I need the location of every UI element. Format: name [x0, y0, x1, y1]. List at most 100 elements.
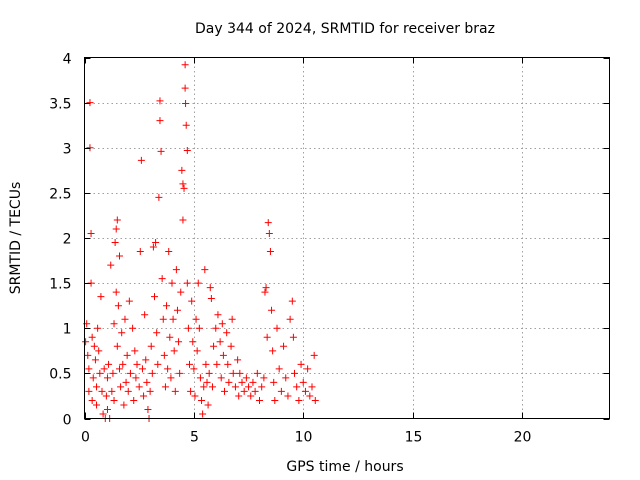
- data-point: [304, 365, 312, 373]
- y-tick-label: 0.5: [49, 367, 71, 383]
- data-point: [135, 383, 143, 391]
- data-point: [181, 61, 189, 69]
- data-point: [308, 383, 316, 391]
- data-point: [311, 396, 319, 404]
- data-point: [206, 284, 214, 292]
- data-point: [113, 342, 121, 350]
- y-tick-label: 1.5: [49, 277, 71, 293]
- data-point: [184, 324, 192, 332]
- y-axis-label: SRMTID / TECUs: [8, 182, 24, 295]
- data-point: [113, 216, 121, 224]
- data-point: [183, 279, 191, 287]
- data-point: [282, 374, 290, 382]
- data-point: [141, 311, 149, 319]
- data-point: [142, 356, 150, 364]
- data-point: [200, 383, 208, 391]
- data-point: [98, 387, 106, 395]
- data-point: [213, 360, 221, 368]
- data-point: [137, 156, 145, 164]
- data-point: [242, 374, 250, 382]
- data-point: [112, 225, 120, 233]
- data-point: [270, 378, 278, 386]
- data-point: [214, 311, 222, 319]
- data-point: [203, 378, 211, 386]
- data-point: [306, 392, 314, 400]
- data-point: [199, 410, 207, 418]
- data-point: [247, 392, 255, 400]
- data-point: [93, 401, 101, 409]
- data-point: [194, 279, 202, 287]
- data-point: [89, 374, 97, 382]
- data-point: [218, 320, 226, 328]
- data-point: [109, 369, 117, 377]
- data-point: [116, 365, 123, 373]
- data-point: [86, 144, 94, 152]
- data-point: [181, 84, 189, 92]
- data-point: [103, 405, 111, 413]
- data-point: [172, 266, 180, 274]
- data-points: [82, 61, 319, 422]
- data-point: [269, 347, 277, 355]
- chart-title: Day 344 of 2024, SRMTID for receiver bra…: [195, 21, 495, 37]
- data-point: [310, 351, 318, 359]
- data-point: [256, 396, 263, 404]
- data-point: [154, 360, 162, 368]
- data-point: [161, 383, 169, 391]
- x-tick-labels: 0 5 10 15 20: [81, 430, 531, 446]
- x-tick-label: 15: [405, 430, 423, 446]
- data-point: [204, 401, 212, 409]
- data-point: [173, 306, 181, 314]
- data-point: [191, 392, 199, 400]
- data-point: [299, 378, 307, 386]
- data-point: [171, 387, 179, 395]
- data-point: [297, 360, 305, 368]
- data-point: [105, 360, 113, 368]
- data-point: [263, 333, 271, 341]
- data-point: [103, 374, 111, 382]
- data-point: [86, 99, 94, 107]
- data-point: [110, 396, 118, 404]
- data-point: [88, 333, 96, 341]
- data-point: [216, 338, 224, 346]
- data-point: [188, 297, 196, 305]
- data-point: [159, 315, 167, 323]
- data-point: [182, 100, 190, 108]
- data-point: [153, 329, 161, 337]
- data-point: [266, 248, 274, 256]
- data-point: [179, 216, 187, 224]
- data-point: [293, 383, 301, 391]
- data-point: [271, 396, 279, 404]
- data-point: [183, 146, 191, 154]
- data-point: [85, 365, 93, 373]
- data-point: [149, 243, 157, 251]
- data-point: [146, 387, 154, 395]
- axis-ticks: [84, 57, 610, 420]
- data-point: [202, 360, 210, 368]
- data-point: [96, 369, 104, 377]
- data-point: [193, 347, 201, 355]
- data-point: [90, 342, 98, 350]
- data-point: [111, 239, 119, 247]
- data-point: [132, 374, 140, 382]
- data-point: [284, 392, 292, 400]
- data-point: [187, 387, 195, 395]
- data-point: [119, 360, 127, 368]
- data-point: [118, 329, 126, 337]
- data-point: [235, 392, 243, 400]
- data-point: [120, 401, 128, 409]
- data-point: [93, 383, 101, 391]
- data-point: [262, 284, 270, 292]
- y-tick-labels: 0 0.5 1 1.5 2 2.5 3 3.5 4: [49, 52, 71, 429]
- data-point: [219, 351, 227, 359]
- data-point: [147, 342, 155, 350]
- data-point: [157, 147, 165, 155]
- data-point: [125, 297, 133, 305]
- data-point: [112, 288, 120, 296]
- data-point: [123, 351, 131, 359]
- data-point: [205, 369, 213, 377]
- data-point: [223, 329, 231, 337]
- data-point: [275, 365, 283, 373]
- x-tick-label: 10: [295, 430, 313, 446]
- data-point: [210, 342, 218, 350]
- data-point: [156, 97, 164, 105]
